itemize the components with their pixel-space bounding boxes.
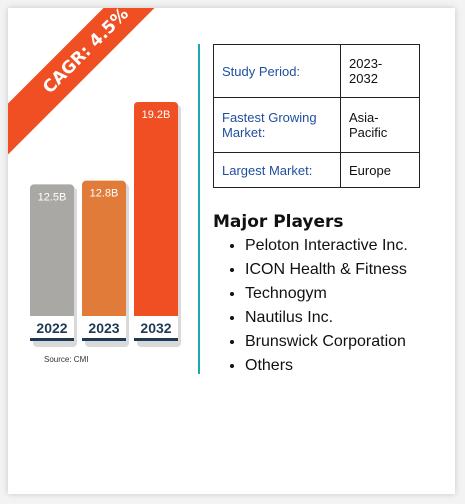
vertical-divider	[198, 44, 200, 374]
player-item: ICON Health & Fitness	[245, 258, 443, 282]
player-item: Peloton Interactive Inc.	[245, 234, 443, 258]
bar	[134, 102, 178, 320]
category-box	[134, 316, 178, 338]
players-list: Peloton Interactive Inc. ICON Health & F…	[213, 234, 443, 378]
player-item: Others	[245, 354, 443, 378]
info-row: Largest Market: Europe	[213, 152, 420, 188]
data-label: 12.5B	[38, 191, 67, 203]
major-players-heading: Major Players	[213, 212, 344, 232]
info-row: Study Period: 2023-2032	[213, 44, 420, 98]
category-box	[30, 316, 74, 338]
category-label: 2023	[88, 320, 119, 336]
category-box	[82, 316, 126, 338]
info-value: Asia-Pacific	[340, 97, 420, 153]
category-label: 2022	[36, 320, 67, 336]
bar-chart: 2022 12.5B 2023 12.8B 2032 19.2B	[30, 102, 181, 347]
player-item: Nautilus Inc.	[245, 306, 443, 330]
info-value: Europe	[340, 152, 420, 188]
category-underline	[134, 338, 178, 341]
category-underline	[82, 338, 126, 341]
data-label: 12.8B	[90, 188, 119, 200]
info-key: Largest Market:	[213, 152, 341, 188]
player-item: Brunswick Corporation	[245, 330, 443, 354]
source-note: Source: CMI	[44, 355, 89, 364]
bar	[82, 180, 126, 320]
bar	[30, 184, 74, 320]
info-row: Fastest Growing Market: Asia-Pacific	[213, 97, 420, 153]
category-label: 2032	[140, 320, 171, 336]
major-players: Major Players Peloton Interactive Inc. I…	[213, 212, 443, 378]
category-underline	[30, 338, 74, 341]
info-key: Fastest Growing Market:	[213, 97, 341, 153]
info-key: Study Period:	[213, 44, 341, 98]
market-summary-card: CAGR: 4.5% 2022 12.5B 2023 12.8B 2032 19.2B S…	[8, 8, 455, 494]
data-label: 19.2B	[142, 109, 171, 121]
market-info-table: Study Period: 2023-2032 Fastest Growing …	[213, 44, 420, 188]
player-item: Technogym	[245, 282, 443, 306]
info-value: 2023-2032	[340, 44, 420, 98]
